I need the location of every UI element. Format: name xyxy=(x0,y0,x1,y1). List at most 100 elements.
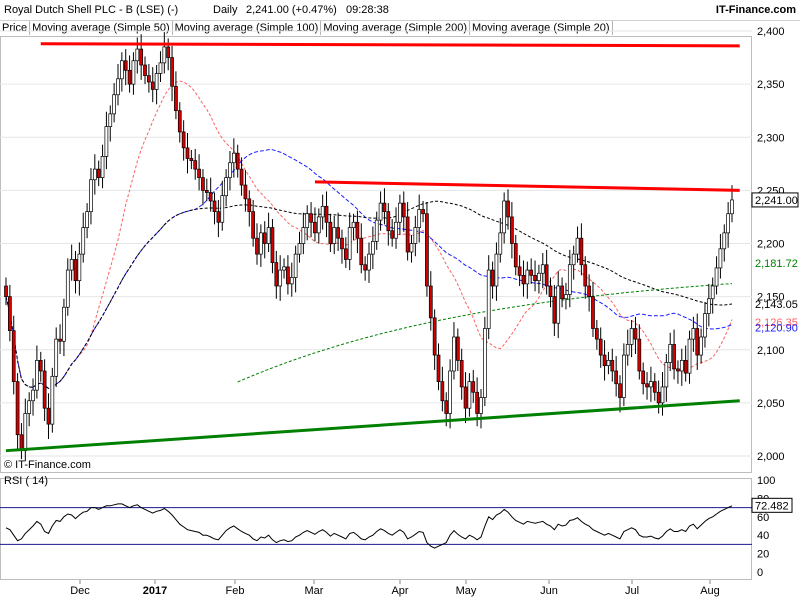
value-label: 2,126.35 xyxy=(755,317,798,329)
price-tick-label: 2,000 xyxy=(757,451,785,463)
candle-down xyxy=(181,131,186,149)
candle-down xyxy=(204,190,209,193)
candle-down xyxy=(676,368,680,372)
candle-up xyxy=(537,272,541,282)
rsi-panel: 10080604020072.482 xyxy=(0,475,793,580)
candle-down xyxy=(208,192,213,202)
candle-down xyxy=(506,200,510,218)
candle-up xyxy=(347,227,352,260)
candle-up xyxy=(413,227,418,244)
candle-up xyxy=(699,336,703,356)
price-tick-label: 2,150 xyxy=(757,292,785,304)
candle-down xyxy=(641,370,646,385)
candle-up xyxy=(135,48,140,62)
candle-down xyxy=(193,160,198,170)
candle-down xyxy=(328,221,333,244)
candle-down xyxy=(251,211,255,239)
candle-down xyxy=(143,64,147,76)
value-label: 2,120.90 xyxy=(755,323,798,335)
instrument-title: Royal Dutch Shell PLC - B (LSE) (-) xyxy=(4,4,179,16)
candle-down xyxy=(139,48,144,66)
candle-up xyxy=(85,211,89,228)
candle-down xyxy=(359,237,364,266)
candle-down xyxy=(421,209,425,215)
candle-up xyxy=(62,306,66,342)
candle-up xyxy=(706,298,711,314)
candle-down xyxy=(552,296,557,324)
last-price-box xyxy=(751,192,799,208)
candle-up xyxy=(162,46,167,64)
candle-up xyxy=(23,413,28,452)
candle-down xyxy=(382,202,387,212)
sma200-line xyxy=(237,283,733,383)
candle-down xyxy=(127,69,132,85)
candle-down xyxy=(42,370,47,409)
candle-up xyxy=(718,248,723,269)
candle-down xyxy=(343,248,348,260)
candle-up xyxy=(158,62,163,74)
candle-up xyxy=(691,328,696,340)
price-axis: 2,4002,3502,3002,2502,2002,1502,1002,050… xyxy=(751,26,799,463)
candle-down xyxy=(428,285,433,319)
candle-down xyxy=(270,227,275,263)
candle-up xyxy=(606,360,611,367)
candle-down xyxy=(262,232,267,244)
candle-up xyxy=(622,354,626,398)
candle-down xyxy=(610,360,615,372)
candle-down xyxy=(618,383,622,398)
candle-up xyxy=(668,344,673,363)
candle-down xyxy=(390,230,395,239)
time-axis-label: Feb xyxy=(226,585,245,597)
candle-down xyxy=(4,285,8,297)
candle-down xyxy=(614,370,618,385)
trendline-resistance xyxy=(314,180,740,192)
rsi-line xyxy=(5,503,733,549)
candle-down xyxy=(440,381,445,402)
candle-down xyxy=(510,216,514,244)
candle-down xyxy=(340,237,344,250)
candle-down xyxy=(513,243,518,268)
time-label: 09:28:38 xyxy=(346,4,389,16)
candle-up xyxy=(31,389,35,402)
candle-down xyxy=(177,110,182,133)
candles xyxy=(4,32,734,462)
candle-down xyxy=(432,317,437,356)
candle-down xyxy=(8,296,12,331)
candle-up xyxy=(525,269,530,285)
candle-down xyxy=(96,168,101,178)
rsi-last-box xyxy=(751,497,793,513)
rsi-last-value: 72.482 xyxy=(755,500,789,512)
candle-down xyxy=(560,285,564,300)
candle-down xyxy=(274,262,279,287)
candle-down xyxy=(170,57,174,87)
candle-up xyxy=(371,241,375,255)
candle-down xyxy=(197,168,201,178)
candle-down xyxy=(189,158,194,161)
candle-up xyxy=(556,285,561,324)
candle-up xyxy=(154,73,159,90)
candle-down xyxy=(548,285,553,297)
candle-up xyxy=(502,200,507,234)
price-tick-label: 2,200 xyxy=(757,239,785,251)
candle-up xyxy=(305,213,310,228)
brand-label: IT-Finance.com xyxy=(715,4,796,16)
rsi-tick-label: 40 xyxy=(757,530,769,542)
candle-up xyxy=(629,328,634,345)
candle-down xyxy=(405,216,410,253)
time-axis-label: Jun xyxy=(540,585,558,597)
candle-down xyxy=(336,227,340,239)
candle-up xyxy=(92,168,97,181)
value-label: 2,143.05 xyxy=(755,299,798,311)
candle-down xyxy=(201,177,205,191)
candle-up xyxy=(231,152,236,164)
candle-up xyxy=(679,360,684,372)
candle-down xyxy=(185,147,190,159)
candle-up xyxy=(367,253,371,271)
candle-up xyxy=(726,213,730,234)
candle-down xyxy=(529,269,534,276)
candle-up xyxy=(224,177,228,197)
candle-down xyxy=(683,360,688,374)
chart-title-bar: Royal Dutch Shell PLC - B (LSE) (-) Dail… xyxy=(0,0,800,21)
rsi-tick-label: 100 xyxy=(757,475,775,487)
